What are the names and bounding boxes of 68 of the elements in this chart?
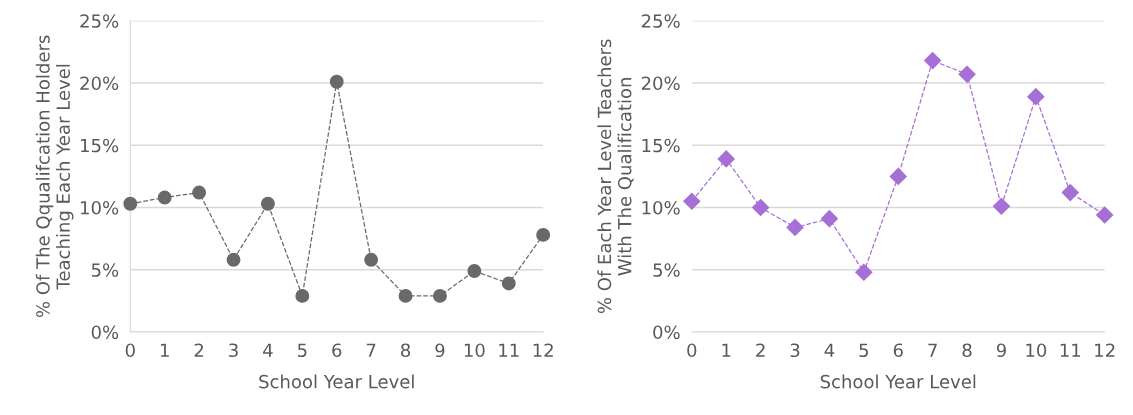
x-axis-title: School Year Level bbox=[259, 374, 414, 389]
point bbox=[992, 197, 1011, 215]
x-tick-label: 7 bbox=[366, 343, 376, 357]
y-tick-label: 5% bbox=[91, 263, 119, 277]
x-tick-label: 3 bbox=[790, 343, 800, 358]
y-tick-label: 5% bbox=[653, 263, 680, 277]
y-tick-label: 20% bbox=[641, 76, 680, 91]
point bbox=[683, 192, 701, 210]
x-tick-label: 11 bbox=[1060, 343, 1081, 357]
x-tick-label: 5 bbox=[297, 343, 307, 358]
y-tick-label: 10% bbox=[81, 200, 119, 215]
x-tick-label: 4 bbox=[824, 343, 835, 357]
point bbox=[398, 288, 413, 303]
x-tick-label: 8 bbox=[401, 343, 411, 358]
x-tick-label: 1 bbox=[160, 343, 169, 357]
x-tick-label: 0 bbox=[687, 343, 697, 358]
x-tick-label: 7 bbox=[928, 343, 937, 357]
x-tick-label: 3 bbox=[229, 343, 238, 358]
y-tick-label: 20% bbox=[80, 76, 119, 91]
point bbox=[717, 150, 735, 168]
point bbox=[536, 227, 551, 242]
y-tick-label: 15% bbox=[81, 138, 119, 153]
x-tick-label: 8 bbox=[962, 343, 972, 358]
x-tick-label: 11 bbox=[499, 343, 519, 357]
point bbox=[295, 288, 310, 303]
point bbox=[820, 210, 838, 228]
x-axis-title: School Year Level bbox=[820, 374, 976, 389]
point bbox=[364, 252, 379, 267]
point bbox=[889, 167, 907, 185]
point bbox=[855, 263, 873, 281]
point bbox=[260, 196, 275, 211]
point bbox=[123, 196, 138, 211]
point bbox=[501, 276, 516, 291]
y-axis-title: % Of Each Year Level Teachers With The Qualification bbox=[597, 39, 634, 314]
point bbox=[1096, 206, 1114, 224]
x-tick-label: 0 bbox=[125, 343, 135, 358]
point bbox=[1027, 88, 1045, 106]
y-tick-label: 25% bbox=[80, 14, 119, 28]
x-tick-label: 1 bbox=[722, 343, 731, 357]
point bbox=[958, 65, 976, 83]
point bbox=[433, 288, 447, 303]
x-tick-label: 12 bbox=[1095, 343, 1115, 357]
point bbox=[1061, 184, 1079, 202]
y-axis-title: % Of The Qqualifcation Holders Teaching Each Year Level bbox=[35, 35, 74, 318]
point bbox=[924, 52, 942, 70]
point bbox=[786, 218, 804, 236]
y-tick-label: 0% bbox=[653, 325, 680, 340]
point bbox=[752, 198, 770, 217]
x-tick-label: 9 bbox=[435, 343, 445, 358]
x-tick-label: 10 bbox=[464, 343, 485, 358]
x-tick-label: 9 bbox=[996, 343, 1006, 358]
x-tick-label: 5 bbox=[859, 343, 868, 358]
x-tick-label: 12 bbox=[533, 343, 553, 357]
x-tick-label: 10 bbox=[1026, 343, 1047, 358]
x-tick-label: 6 bbox=[332, 343, 342, 358]
x-tick-label: 2 bbox=[756, 343, 765, 357]
x-tick-label: 2 bbox=[194, 343, 204, 357]
point bbox=[226, 252, 241, 267]
y-tick-label: 10% bbox=[642, 200, 680, 215]
point bbox=[329, 74, 344, 89]
y-tick-label: 15% bbox=[642, 138, 680, 153]
x-tick-label: 6 bbox=[893, 343, 903, 358]
y-tick-label: 0% bbox=[91, 325, 119, 340]
y-tick-label: 25% bbox=[641, 14, 680, 28]
point bbox=[192, 185, 207, 200]
x-tick-label: 4 bbox=[263, 343, 273, 357]
point bbox=[467, 264, 482, 278]
point bbox=[157, 190, 172, 205]
